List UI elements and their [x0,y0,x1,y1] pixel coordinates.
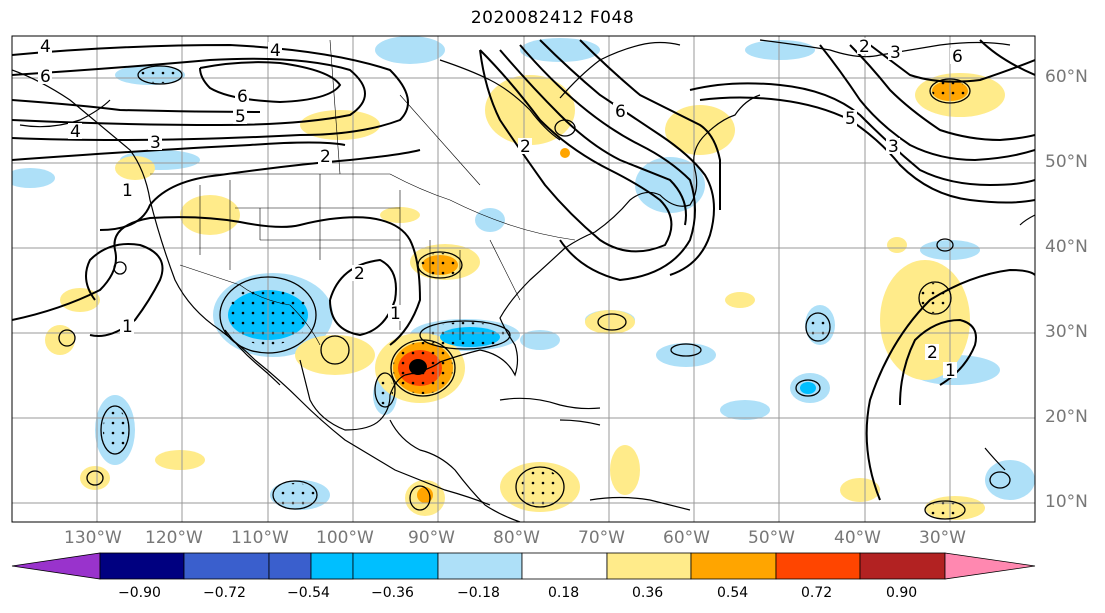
contour-label: 4 [40,37,51,57]
colorbar-segment [606,552,692,580]
contour-label: 2 [354,264,365,284]
colorbar-tick-label: 0.72 [801,585,833,601]
map-title: 2020082412 F048 [470,8,635,28]
lon-label: 80°W [493,528,540,548]
lon-label: 100°W [316,528,374,548]
colorbar-extend-high [944,552,1036,580]
contour-label: 6 [952,47,963,67]
contour-label: 1 [945,361,956,381]
lon-label: 70°W [578,528,625,548]
contour-label: 5 [845,109,856,129]
contour-label: 1 [122,181,133,201]
contour-label: 6 [40,67,51,87]
lon-label: 50°W [748,528,795,548]
lon-label: 120°W [145,528,203,548]
lat-label: 30°N [1045,322,1088,342]
contour-label: 2 [859,37,870,57]
contour-label: 3 [150,133,161,153]
lon-label: 110°W [231,528,289,548]
colorbar-segment [437,552,523,580]
colorbar-tick-label: −0.54 [287,585,330,601]
contour-label-group: 4 4 6 6 5 3 2 1 1 2 1 2 6 5 [38,37,964,381]
lat-label: 50°N [1045,152,1088,172]
contour-label: 2 [320,147,331,167]
lon-label: 130°W [64,528,122,548]
contour-label: 3 [890,43,901,63]
colorbar-segment [99,552,185,580]
colorbar-tick-label: 0.54 [717,585,749,601]
contour-label: 2 [520,137,531,157]
map-frame [11,35,1036,523]
colorbar-tick-label: 0.90 [886,585,918,601]
contour-label: 4 [70,122,81,142]
lat-label: 20°N [1045,407,1088,427]
colorbar-segment [859,552,946,580]
colorbar-segment [352,552,439,580]
lat-label: 40°N [1045,237,1088,257]
colorbar-tick-label: −0.72 [203,585,246,601]
lon-label: 60°W [663,528,710,548]
contour-label: 1 [122,317,133,337]
contour-label: 4 [270,41,281,61]
colorbar-segment [775,552,861,580]
colorbar-tick-label: −0.18 [457,585,500,601]
contour-label: 6 [615,102,626,122]
colorbar-tick-label: 0.36 [632,585,664,601]
lat-label: 60°N [1045,67,1088,87]
contour-label: 2 [927,343,938,363]
colorbar-segment [183,552,270,580]
contour-label: 1 [390,304,401,324]
colorbar-tick-label: −0.90 [118,585,161,601]
contour-label: 6 [237,87,248,107]
graticule [12,36,1035,522]
political-borders [150,39,576,346]
contour-cells [58,65,1011,520]
contour-label: 5 [235,107,246,127]
colorbar-tick-label: −0.36 [371,585,414,601]
lon-label: 30°W [919,528,966,548]
colorbar-segment [690,552,777,580]
lon-label: 40°W [834,528,881,548]
colorbar-tick-label: 0.18 [548,585,580,601]
colorbar-segment [521,552,608,580]
contour-label: 3 [888,137,899,157]
colorbar [11,552,1036,580]
lon-label: 90°W [408,528,455,548]
lat-label: 10°N [1045,492,1088,512]
colorbar-extend-low [11,552,101,580]
